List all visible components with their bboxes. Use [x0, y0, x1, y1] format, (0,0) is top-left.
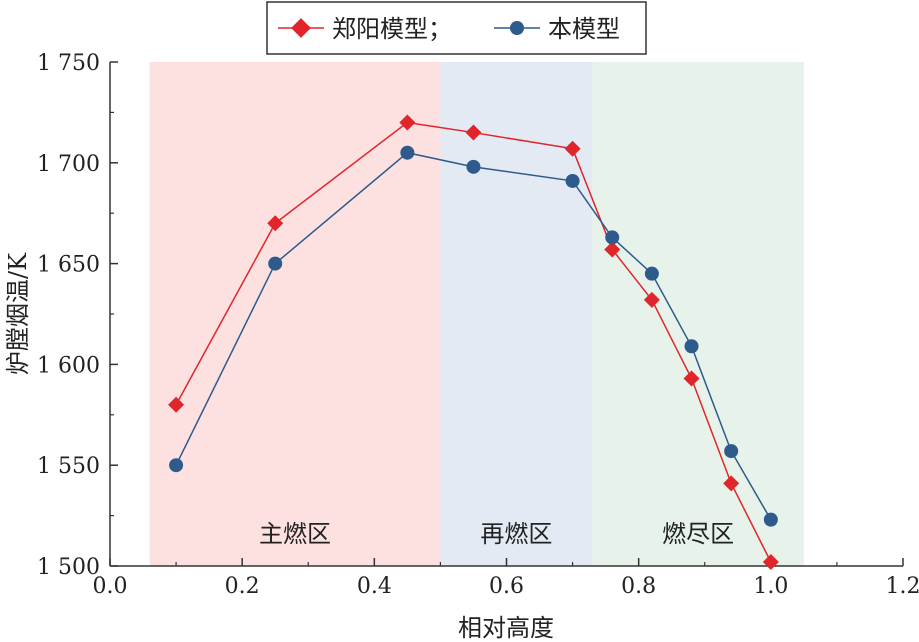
series-1-point-1 [268, 256, 283, 271]
legend: 郑阳模型； 本模型 [266, 1, 647, 55]
y-tick-label-2: 1 600 [37, 353, 100, 378]
series-1-point-2 [400, 145, 415, 160]
series-1-point-9 [763, 512, 778, 527]
y-tick-label-4: 1 700 [37, 152, 100, 177]
zones-layer: 主燃区 再燃区 燃尽区 [149, 62, 804, 566]
y-axis-title: 炉膛烟温/K [4, 252, 32, 375]
zone-0 [149, 62, 441, 566]
x-tick-label-0: 0.0 [93, 574, 128, 599]
series-1-point-3 [466, 159, 481, 174]
series-layer [168, 114, 779, 570]
legend-series-1-marker [510, 21, 524, 35]
series-0-point-7 [683, 370, 700, 387]
series-0-point-4 [564, 140, 581, 157]
series-1-line [175, 151, 772, 521]
series-0-point-8 [723, 475, 740, 492]
y-tick-label-3: 1 650 [37, 253, 100, 278]
zone-label-2: 燃尽区 [662, 520, 734, 548]
y-tick-label-0: 1 500 [37, 555, 100, 580]
series-0-point-6 [643, 291, 660, 308]
x-tick-label-3: 0.6 [489, 574, 524, 599]
series-0-point-2 [399, 114, 416, 131]
legend-box [266, 1, 647, 55]
zone-1 [440, 62, 593, 566]
series-1-point-7 [684, 339, 699, 354]
ticks-layer: 0.0 0.2 0.4 0.6 0.8 1.0 1.2 1 500 1 550 1 600 1 65… [37, 51, 919, 599]
x-tick-label-4: 0.8 [621, 574, 656, 599]
legend-series-1-label: 本模型 [548, 15, 620, 43]
legend-series-0-marker [291, 18, 311, 38]
series-1-point-5 [605, 230, 620, 245]
series-0-point-5 [604, 241, 621, 258]
series-1-point-8 [724, 444, 739, 459]
zone-2 [592, 62, 804, 566]
series-0-point-1 [267, 215, 284, 232]
series-0-point-9 [762, 553, 779, 570]
x-tick-label-2: 0.4 [357, 574, 392, 599]
x-axis-title: 相对高度 [458, 614, 554, 642]
series-1-point-4 [565, 173, 580, 188]
y-tick-label-5: 1 750 [37, 51, 100, 76]
series-1-point-0 [169, 458, 184, 473]
series-0-point-0 [168, 396, 185, 413]
x-tick-label-5: 1.0 [753, 574, 788, 599]
series-0-line [175, 121, 772, 563]
legend-series-0-label: 郑阳模型； [332, 15, 452, 43]
x-tick-label-1: 0.2 [225, 574, 260, 599]
y-tick-label-1: 1 550 [37, 454, 100, 479]
series-0-point-3 [465, 124, 482, 141]
x-tick-label-6: 1.2 [886, 574, 919, 599]
series-1-point-6 [644, 266, 659, 281]
zone-label-1: 再燃区 [480, 520, 552, 548]
zone-label-0: 主燃区 [259, 520, 331, 548]
